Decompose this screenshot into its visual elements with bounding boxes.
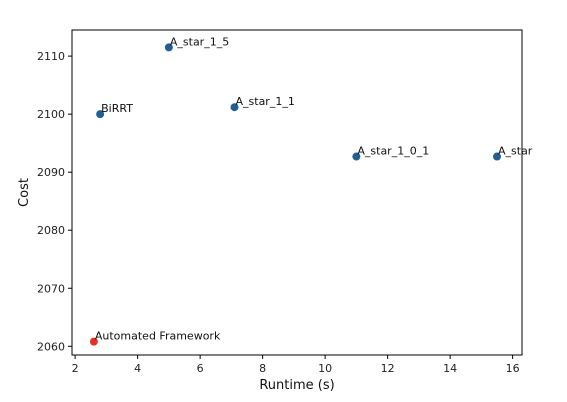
y-axis: 2060 2070 2080 2090 2100 2110 xyxy=(37,50,72,353)
x-tick-label: 8 xyxy=(259,362,266,375)
y-tick-label: 2090 xyxy=(37,166,65,179)
data-point-label: BiRRT xyxy=(101,102,133,115)
data-point-label: A_star xyxy=(498,145,533,158)
data-point xyxy=(164,43,173,52)
x-axis: 2 4 6 8 10 12 14 16 xyxy=(72,355,520,375)
data-point xyxy=(230,103,239,112)
x-axis-title: Runtime (s) xyxy=(259,378,334,393)
data-point xyxy=(352,152,361,161)
plot-frame xyxy=(71,29,523,356)
x-tick-label: 14 xyxy=(443,362,457,375)
x-tick-label: 2 xyxy=(72,362,79,375)
x-tick-label: 4 xyxy=(134,362,141,375)
data-point-label: A_star_1_0_1 xyxy=(357,145,429,158)
x-tick-label: 6 xyxy=(197,362,204,375)
data-point xyxy=(96,110,105,119)
x-tick-label: 10 xyxy=(318,362,332,375)
data-point-label: A_star_1_1 xyxy=(236,95,295,108)
data-point xyxy=(493,152,501,161)
data-point-label: A_star_1_5 xyxy=(170,35,229,48)
y-tick-label: 2100 xyxy=(37,108,65,121)
y-tick-label: 2070 xyxy=(37,282,65,295)
y-tick-label: 2110 xyxy=(37,50,65,63)
x-tick-label: 12 xyxy=(381,362,395,375)
y-tick-label: 2080 xyxy=(37,224,65,237)
y-axis-title: Cost xyxy=(17,178,32,207)
x-tick-label: 16 xyxy=(506,362,520,375)
data-point xyxy=(89,337,98,346)
data-point-label: Automated Framework xyxy=(95,330,221,343)
data-points: A_star_1_5 BiRRT A_star_1_1 A_star_1_0_1 A_s… xyxy=(89,35,533,346)
y-tick-label: 2060 xyxy=(37,340,65,353)
